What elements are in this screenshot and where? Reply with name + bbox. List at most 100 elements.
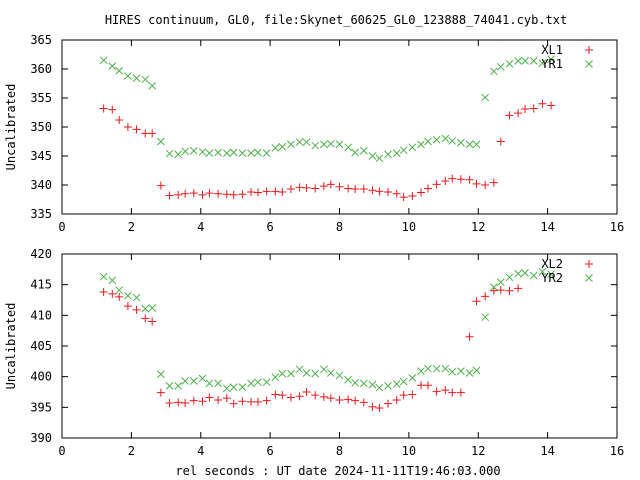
- data-point-YR1: [448, 137, 457, 145]
- data-point-YR1: [368, 152, 377, 160]
- data-point-XL1: [198, 190, 207, 199]
- bottom-panel: 0 2 4 6 8 10 12 14 16 390 395 400 405 410 415 420 Uncali…: [4, 247, 624, 458]
- data-point-YR2: [521, 269, 529, 277]
- data-point-XL2: [319, 392, 328, 401]
- data-point-YR1: [505, 59, 514, 68]
- data-point-XL1: [99, 104, 108, 113]
- data-point-XL1: [496, 137, 505, 146]
- data-point-YR2: [496, 278, 505, 287]
- top-panel: 0 2 4 6 8 10 12 14 16 335 340 345 350 355 360 365 Uncali…: [4, 33, 624, 234]
- data-point-XL2: [441, 386, 450, 395]
- x-tick-label: 2: [128, 444, 135, 458]
- data-point-XL2: [278, 391, 287, 400]
- data-point-XL2: [448, 388, 457, 397]
- data-point-XL2: [368, 402, 377, 411]
- data-point-XL2: [189, 396, 198, 405]
- data-point-XL1: [441, 176, 450, 185]
- data-point-YR2: [165, 382, 174, 390]
- data-point-XL1: [295, 183, 304, 192]
- data-point-YR1: [465, 140, 474, 149]
- y-tick-label: 390: [30, 431, 52, 445]
- data-point-XL1: [375, 187, 384, 196]
- y-tick-label: 365: [30, 33, 52, 47]
- data-point-XL2: [205, 393, 214, 402]
- data-point-YR2: [302, 369, 311, 377]
- data-point-YR2: [181, 377, 189, 385]
- data-point-YR2: [359, 379, 368, 388]
- data-point-YR2: [392, 380, 401, 388]
- data-point-XL2: [465, 332, 474, 341]
- data-point-XL2: [302, 388, 311, 396]
- data-point-XL1: [392, 189, 401, 198]
- data-point-YR2: [384, 382, 392, 390]
- data-point-XL2: [481, 292, 490, 301]
- data-point-XL2: [417, 381, 426, 390]
- data-point-YR2: [326, 369, 335, 377]
- data-point-XL1: [368, 186, 377, 195]
- data-point-YR1: [148, 81, 157, 90]
- data-point-XL2: [335, 395, 344, 404]
- data-point-YR2: [417, 367, 425, 376]
- data-point-XL2: [181, 399, 190, 408]
- x-tick-label: 16: [610, 220, 624, 234]
- data-point-YR1: [198, 148, 207, 156]
- data-point-YR2: [271, 373, 280, 382]
- data-point-XL1: [547, 101, 556, 110]
- data-point-YR2: [311, 369, 320, 378]
- data-point-YR1: [181, 147, 189, 156]
- data-point-XL1: [538, 99, 547, 108]
- data-point-XL1: [174, 190, 183, 199]
- data-point-XL1: [456, 175, 465, 184]
- data-point-XL1: [181, 189, 190, 198]
- data-point-YR1: [441, 134, 450, 143]
- data-point-YR2: [408, 374, 417, 382]
- legend-label: YR2: [541, 271, 563, 285]
- data-point-YR1: [320, 140, 328, 149]
- x-tick-label: 14: [540, 220, 554, 234]
- data-point-XL2: [271, 390, 280, 399]
- data-point-XL2: [174, 398, 183, 407]
- data-point-XL2: [326, 394, 335, 403]
- data-point-YR1: [529, 57, 538, 65]
- data-point-YR1: [174, 150, 183, 159]
- data-point-XL2: [311, 391, 320, 400]
- data-point-YR2: [465, 369, 474, 377]
- data-point-YR2: [457, 367, 465, 376]
- data-point-XL1: [189, 189, 198, 198]
- data-point-YR1: [547, 55, 555, 63]
- data-point-YR2: [214, 379, 222, 388]
- x-tick-label: 12: [471, 220, 485, 234]
- data-point-YR1: [115, 66, 124, 75]
- data-point-XL1: [278, 187, 287, 196]
- data-point-YR1: [457, 138, 465, 147]
- data-point-YR2: [198, 374, 207, 383]
- data-point-YR1: [157, 137, 165, 146]
- data-point-XL1: [165, 191, 174, 200]
- data-point-YR1: [278, 142, 287, 151]
- data-point-XL2: [115, 292, 124, 301]
- data-point-YR1: [496, 62, 505, 71]
- data-point-XL1: [115, 116, 124, 125]
- y-tick-label: 355: [30, 91, 52, 105]
- data-point-YR1: [399, 146, 408, 155]
- data-point-YR1: [189, 146, 198, 155]
- data-point-XL1: [344, 184, 353, 193]
- data-point-YR1: [222, 149, 231, 157]
- data-point-XL1: [123, 123, 132, 131]
- data-point-YR1: [295, 138, 304, 146]
- y-axis-label: Uncalibrated: [4, 84, 18, 171]
- x-tick-label: 12: [471, 444, 485, 458]
- data-point-YR2: [448, 367, 457, 376]
- data-point-XL2: [384, 399, 393, 408]
- data-point-XL2: [253, 397, 262, 406]
- data-point-YR1: [424, 137, 432, 146]
- data-point-XL2: [123, 302, 132, 311]
- y-tick-label: 350: [30, 120, 52, 134]
- data-point-XL1: [399, 193, 408, 202]
- data-point-XL1: [448, 174, 457, 183]
- data-point-YR1: [514, 57, 522, 65]
- data-point-YR1: [326, 139, 335, 148]
- data-point-YR1: [472, 140, 481, 149]
- y-tick-label: 395: [30, 400, 52, 414]
